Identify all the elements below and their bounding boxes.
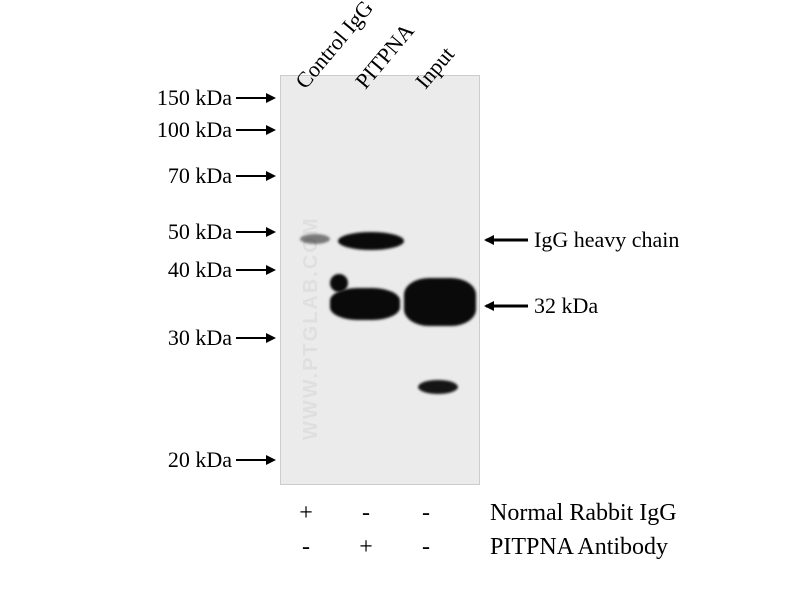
blot-band bbox=[404, 278, 476, 326]
condition-label: Normal Rabbit IgG bbox=[490, 500, 677, 527]
mw-marker-label: 70 kDa bbox=[168, 163, 232, 189]
condition-symbol: - bbox=[296, 534, 316, 561]
arrow-right-icon bbox=[236, 263, 276, 277]
arrow-right-icon bbox=[236, 453, 276, 467]
arrow-right-icon bbox=[236, 169, 276, 183]
arrow-right-icon bbox=[236, 123, 276, 137]
blot-band bbox=[300, 234, 330, 244]
blot-band bbox=[418, 380, 458, 394]
arrow-right-icon bbox=[236, 331, 276, 345]
arrow-right-icon bbox=[236, 91, 276, 105]
condition-symbol: + bbox=[356, 534, 376, 561]
condition-symbol: + bbox=[296, 500, 316, 527]
arrow-left-icon bbox=[484, 233, 528, 247]
band-annotation-label: IgG heavy chain bbox=[534, 227, 679, 253]
arrow-right-icon bbox=[236, 225, 276, 239]
mw-marker-label: 150 kDa bbox=[157, 85, 232, 111]
condition-symbol: - bbox=[416, 500, 436, 527]
arrow-left-icon bbox=[484, 299, 528, 313]
condition-label: PITPNA Antibody bbox=[490, 534, 668, 561]
condition-symbol: - bbox=[416, 534, 436, 561]
blot-band bbox=[330, 288, 400, 320]
blot-band bbox=[330, 274, 348, 292]
condition-symbol: - bbox=[356, 500, 376, 527]
watermark-text: WWW.PTGLAB.COM bbox=[300, 216, 323, 440]
mw-marker-label: 50 kDa bbox=[168, 219, 232, 245]
mw-marker-label: 100 kDa bbox=[157, 117, 232, 143]
blot-band bbox=[338, 232, 404, 250]
mw-marker-label: 20 kDa bbox=[168, 447, 232, 473]
band-annotation-label: 32 kDa bbox=[534, 293, 598, 319]
mw-marker-label: 40 kDa bbox=[168, 257, 232, 283]
mw-marker-label: 30 kDa bbox=[168, 325, 232, 351]
figure-container: WWW.PTGLAB.COM Control IgGPITPNAInput 15… bbox=[0, 0, 800, 600]
